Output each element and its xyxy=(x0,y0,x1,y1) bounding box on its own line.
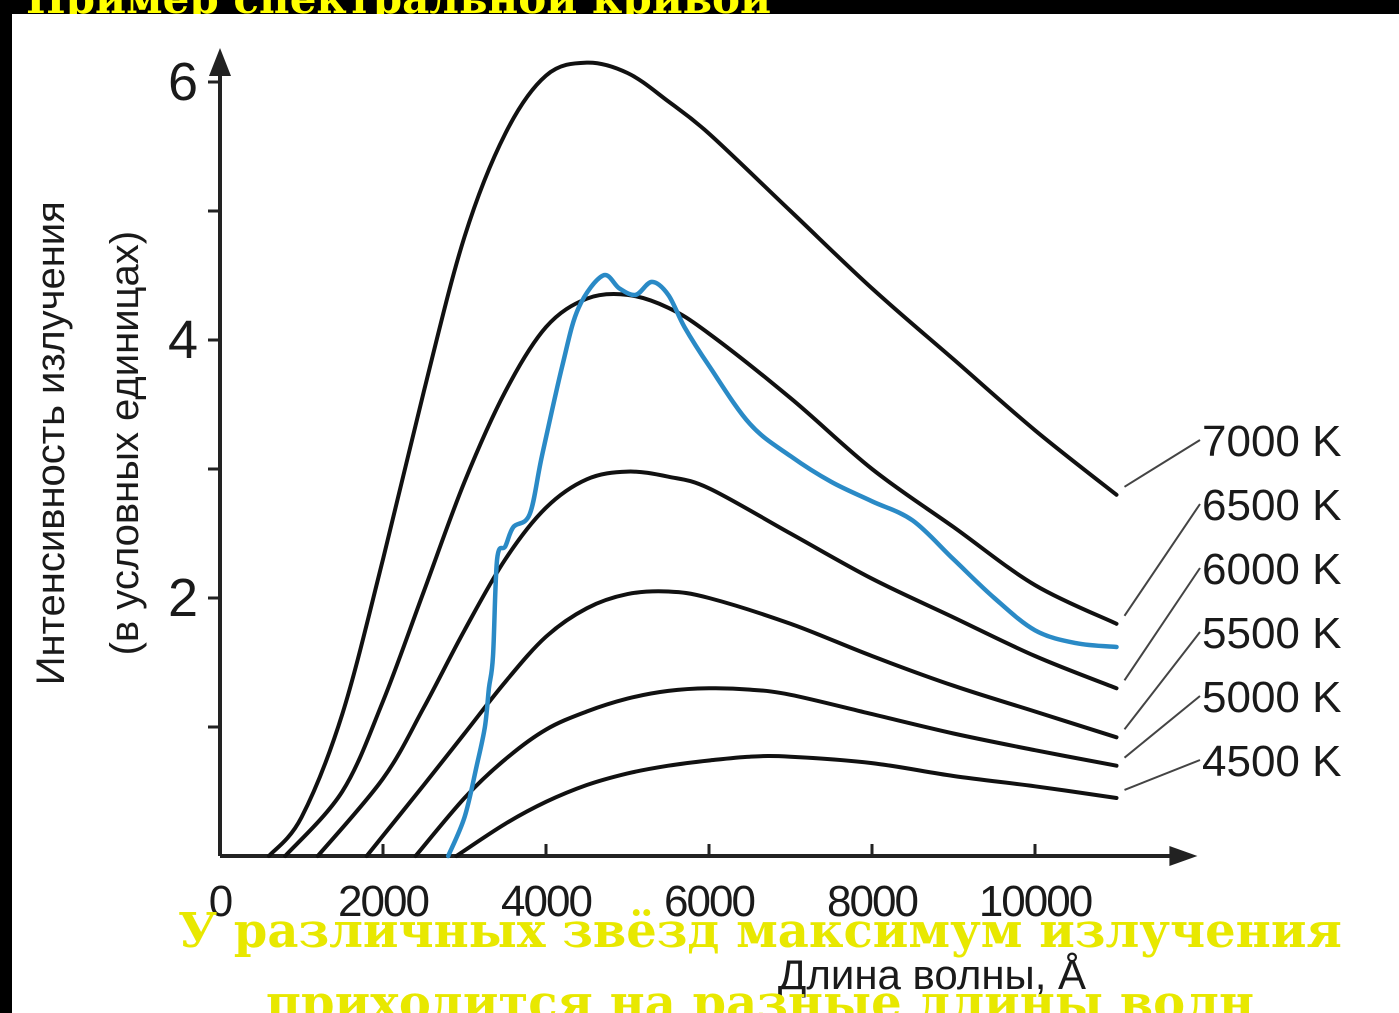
curve-4500-k xyxy=(454,754,1119,858)
series-label-5000-k: 5000 K xyxy=(1202,673,1341,722)
caption-line-1: У различных звёзд максимум излучения xyxy=(178,903,1342,959)
curve-6500-k xyxy=(283,291,1119,858)
series-label-6500-k: 6500 K xyxy=(1202,481,1341,530)
x-tick-label: 4000 xyxy=(501,877,591,926)
x-tick-label: 10000 xyxy=(979,877,1092,926)
series-label-4500-k: 4500 K xyxy=(1202,737,1341,786)
leader-line xyxy=(1123,695,1201,759)
x-tick-label: 2000 xyxy=(338,877,428,926)
y-tick-label: 6 xyxy=(168,52,198,112)
y-tick-label: 2 xyxy=(168,568,198,628)
chart-panel: 0 2000 4000 6000 8000 10000 2 4 6 Длина волны, Å И… xyxy=(12,14,1399,1013)
series-label-6000-k: 6000 K xyxy=(1202,545,1341,594)
series-label-5500-k: 5500 K xyxy=(1202,609,1341,658)
leader-line xyxy=(1123,503,1201,617)
series-label-7000-k: 7000 K xyxy=(1202,417,1341,466)
leader-line xyxy=(1123,439,1201,488)
y-axis-arrow xyxy=(209,48,231,76)
x-tick-label: 8000 xyxy=(827,877,917,926)
x-axis-label: Длина волны, Å xyxy=(778,951,1086,998)
leader-line xyxy=(1123,567,1201,681)
y-axis-label-line-2: (в условных единицах) xyxy=(103,231,147,655)
curve-7000-k xyxy=(266,60,1119,858)
x-axis-arrow xyxy=(1169,846,1198,866)
blackbody-spectrum-chart: 0 2000 4000 6000 8000 10000 2 4 6 Длина волны, Å И… xyxy=(29,48,1341,998)
curve-5500-k xyxy=(364,589,1119,858)
y-tick-label: 4 xyxy=(168,310,198,370)
slide-caption: У различных звёзд максимум излучения при… xyxy=(160,895,1360,1013)
solar-spectrum-curve xyxy=(445,272,1119,859)
curve-5000-k xyxy=(413,686,1119,858)
slide-top-text: Пример спектральной кривой xyxy=(26,0,1386,14)
leader-line xyxy=(1123,631,1201,730)
x-tick-label: 0 xyxy=(209,877,232,926)
caption-line-2: приходится на разные длины волн xyxy=(265,975,1255,1013)
x-tick-label: 6000 xyxy=(664,877,754,926)
y-axis-label-line-1: Интенсивность излучения xyxy=(29,201,73,685)
curve-6000-k xyxy=(315,469,1119,858)
leader-line xyxy=(1124,759,1201,791)
